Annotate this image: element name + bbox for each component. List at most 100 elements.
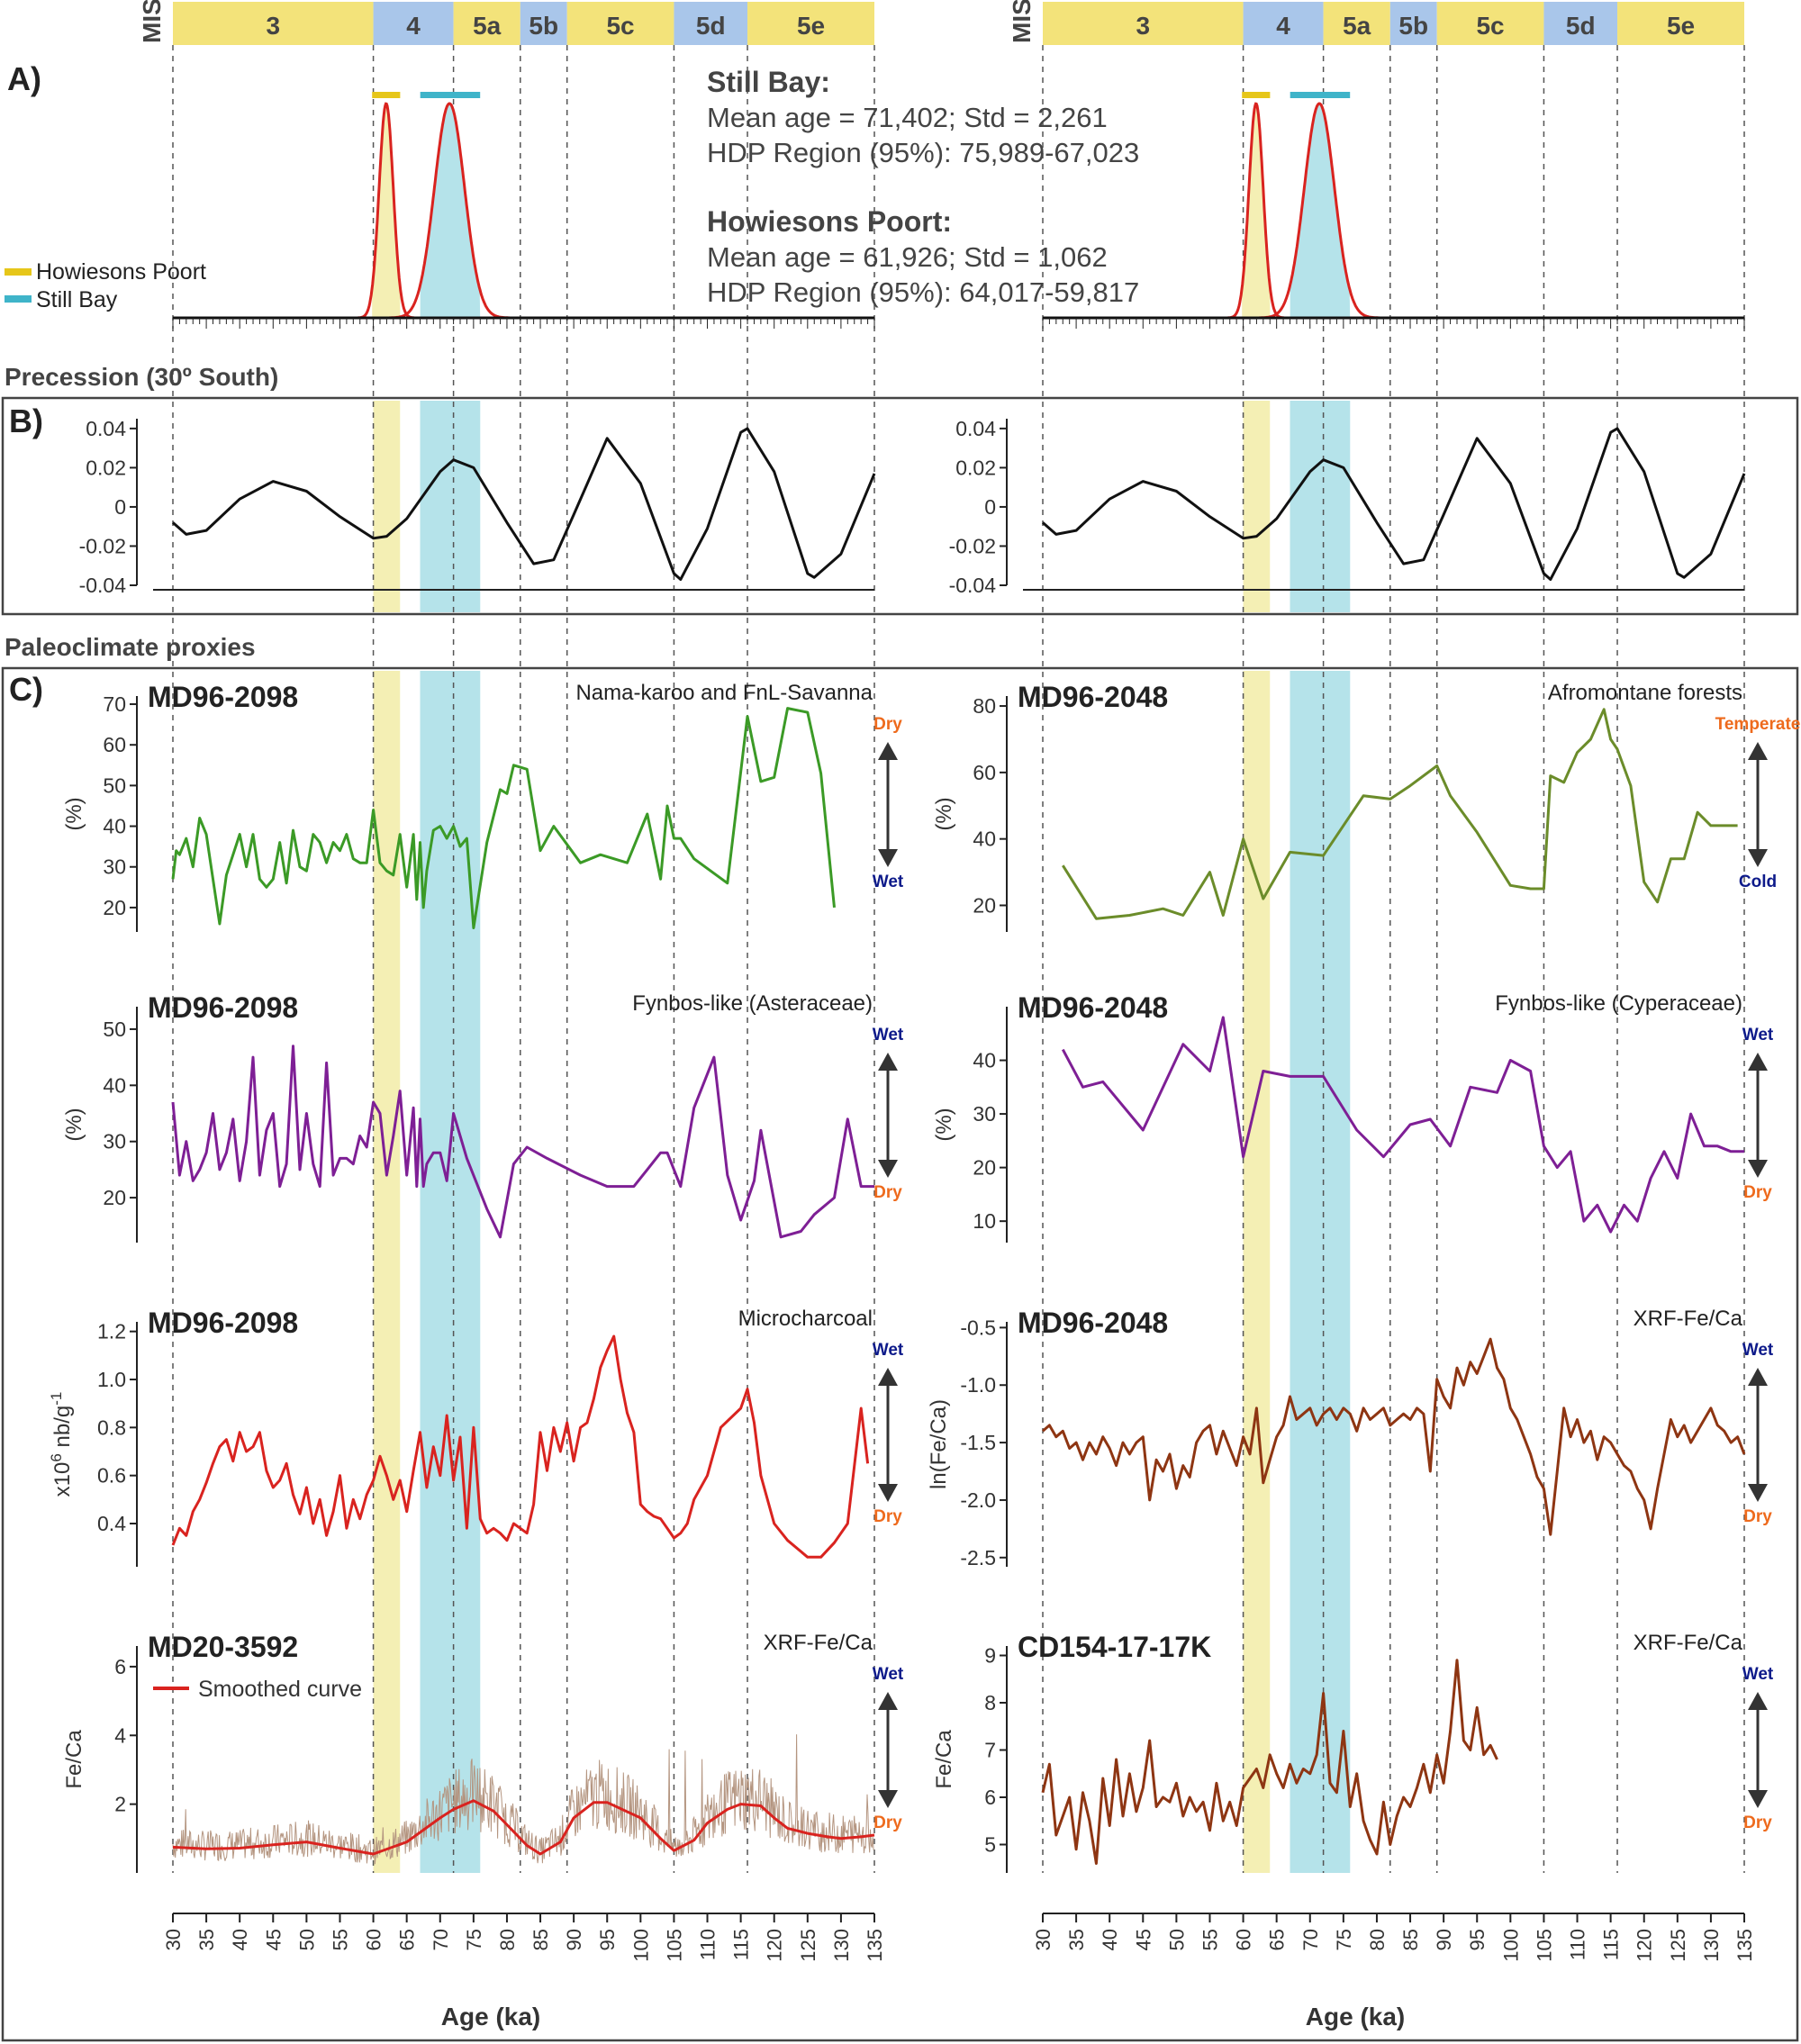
y-tick-label: -0.5 [960,1316,996,1339]
x-tick-label: 55 [1199,1929,1221,1950]
legend-hp-swatch [5,268,32,276]
y-tick-label: 60 [103,733,126,756]
sb-stats-mean: Mean age = 71,402; Std = 2,261 [707,102,1108,133]
mis-stage-5e [1617,2,1744,45]
legend-smoothed-label: Smoothed curve [198,1677,362,1702]
age-density-curve [357,102,414,320]
x-tick-label: 35 [195,1929,218,1950]
x-tick-label: 95 [596,1929,619,1950]
x-tick-label: 65 [1266,1929,1289,1950]
series-line [1061,1016,1744,1234]
mis-stage-label: 5a [473,12,502,40]
indicator-arrow-down [1748,1484,1768,1502]
x-tick-label: 75 [1333,1929,1355,1950]
indicator-arrow-up [878,1692,898,1710]
precession-chart-right: 0.04 0.02 0 -0.02 -0.04 [949,417,1746,597]
x-tick-label: 90 [563,1929,585,1950]
mis-label-left: MIS [138,0,166,43]
sb-stats-hdp: HDP Region (95%): 75,989-67,023 [707,137,1139,168]
indicator-bottom-label: Dry [873,1813,902,1832]
hp-hdp-bar [372,92,401,98]
chart-md96-2098-asteraceae-left: 50 40 30 20 MD96-2098 Fynbos-like (Asteraceae… [62,991,904,1243]
mis-bar-right: 3 4 5a 5b 5c 5d 5e [1043,2,1744,45]
sb-stats-title: Still Bay: [707,66,830,98]
mis-stage-3 [1043,2,1244,45]
y-tick-label: -0.04 [949,574,997,597]
y-tick-label: 30 [103,855,126,879]
y-tick-label: 0.02 [86,456,126,479]
age-axes: 30 35 40 45 50 55 60 65 70 75 80 85 90 95 100 105 110 115… [162,1913,1756,1962]
core-label: MD96-2048 [1018,1307,1168,1339]
series-line [171,1045,874,1239]
x-tick-label: 65 [396,1929,419,1950]
series-line [1042,1337,1746,1536]
x-tick-label: 35 [1065,1929,1088,1950]
indicator-arrow-down [878,1160,898,1178]
mis-stage-5d [1543,2,1618,45]
core-label: MD96-2098 [148,991,298,1024]
sb-hdp-bar [1290,92,1351,98]
x-tick-label: 85 [1399,1929,1422,1950]
y-axis-label: Fe/Ca [62,1730,86,1789]
mis-stage-label: 5d [696,12,726,40]
mis-stage-3 [173,2,374,45]
y-tick-label: 1.2 [97,1320,126,1343]
mis-stage-5a [1323,2,1390,45]
proxy-label: XRF-Fe/Ca [1634,1307,1743,1331]
legend-sb-swatch [5,295,32,303]
indicator-arrow-down [1748,849,1768,867]
y-tick-label: -1.5 [960,1431,996,1454]
y-axis-label: ln(Fe/Ca) [927,1399,951,1489]
x-tick-label: 40 [229,1929,251,1950]
x-tick-label: 85 [529,1929,552,1950]
legend-sb-label: Still Bay [36,287,118,312]
x-tick-label: 105 [663,1929,685,1962]
mis-stage-5c [1436,2,1544,45]
indicator-arrow-down [878,849,898,867]
y-tick-label: 60 [973,761,996,784]
x-tick-label: 55 [329,1929,351,1950]
chart-md96-2098-nama-left: 70 60 50 40 30 20 MD96-2098 Nama-karoo and FnL-… [62,681,904,932]
indicator-arrow-down [1748,1790,1768,1808]
mis-stage-label: 5a [1343,12,1371,40]
indicator-bottom-label: Dry [1743,1813,1772,1832]
y-tick-label: -0.04 [79,574,127,597]
x-tick-label: 60 [1233,1929,1255,1950]
mis-bar-left: 3 4 5a 5b 5c 5d 5e [173,2,874,45]
hp-band [1243,671,1271,1873]
mis-label-right: MIS [1008,0,1036,43]
mis-stage-label: 5b [529,12,558,40]
y-axis-label: x106 nb/g-1 [48,1392,75,1497]
chart-md96-2048-cyperaceae-right: 40 30 20 10 MD96-2048 Fynbos-like (Cyperaceae… [932,991,1774,1243]
y-tick-label: 8 [984,1691,996,1714]
y-tick-label: -1.0 [960,1373,996,1397]
indicator-top-label: Wet [1742,1026,1774,1045]
y-axis-label: (%) [932,797,956,830]
indicator-top-label: Wet [1742,1341,1774,1360]
y-axis-label: Fe/Ca [932,1730,956,1789]
core-label: CD154-17-17K [1018,1631,1211,1663]
chart-precession-right: 0.04 0.02 0 -0.02 -0.04 [949,417,1746,597]
mis-stage-5c [566,2,674,45]
panel-label-a: A) [7,60,41,97]
series-line [172,427,876,581]
x-tick-label: 135 [864,1929,886,1962]
y-tick-label: 20 [973,893,996,917]
age-distribution-left [172,92,875,329]
x-tick-label: 120 [1634,1929,1656,1962]
proxy-label: Fynbos-like (Asteraceae) [632,991,873,1016]
age-density-curve [1227,102,1284,320]
x-axis-label-left: Age (ka) [441,2003,540,2030]
x-tick-label: 125 [1667,1929,1689,1962]
y-tick-label: 0.02 [955,456,996,479]
x-tick-label: 130 [1700,1929,1723,1962]
core-label: MD96-2048 [1018,681,1168,713]
y-tick-label: 20 [973,1156,996,1180]
hdp-fill [372,104,401,318]
indicator-top-label: Wet [1742,1665,1774,1684]
age-density-curve [389,102,510,320]
panel-label-b: B) [9,402,43,439]
precession-chart-left: 0.04 0.02 0 -0.02 -0.04 [79,417,876,597]
sb-hdp-bar [420,92,481,98]
y-tick-label: 5 [984,1833,996,1857]
